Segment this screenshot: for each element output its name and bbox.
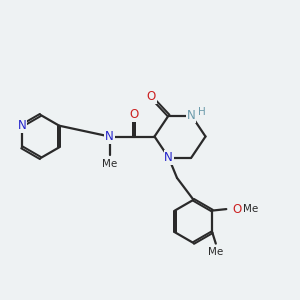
Text: O: O: [232, 202, 242, 216]
Text: O: O: [130, 108, 139, 122]
Text: N: N: [105, 130, 114, 143]
Text: N: N: [164, 151, 173, 164]
Text: Me: Me: [243, 204, 259, 214]
Text: N: N: [17, 119, 26, 132]
Text: H: H: [198, 107, 206, 117]
Text: N: N: [187, 109, 196, 122]
Text: Me: Me: [208, 247, 224, 257]
Text: Me: Me: [102, 159, 117, 169]
Text: O: O: [147, 90, 156, 104]
